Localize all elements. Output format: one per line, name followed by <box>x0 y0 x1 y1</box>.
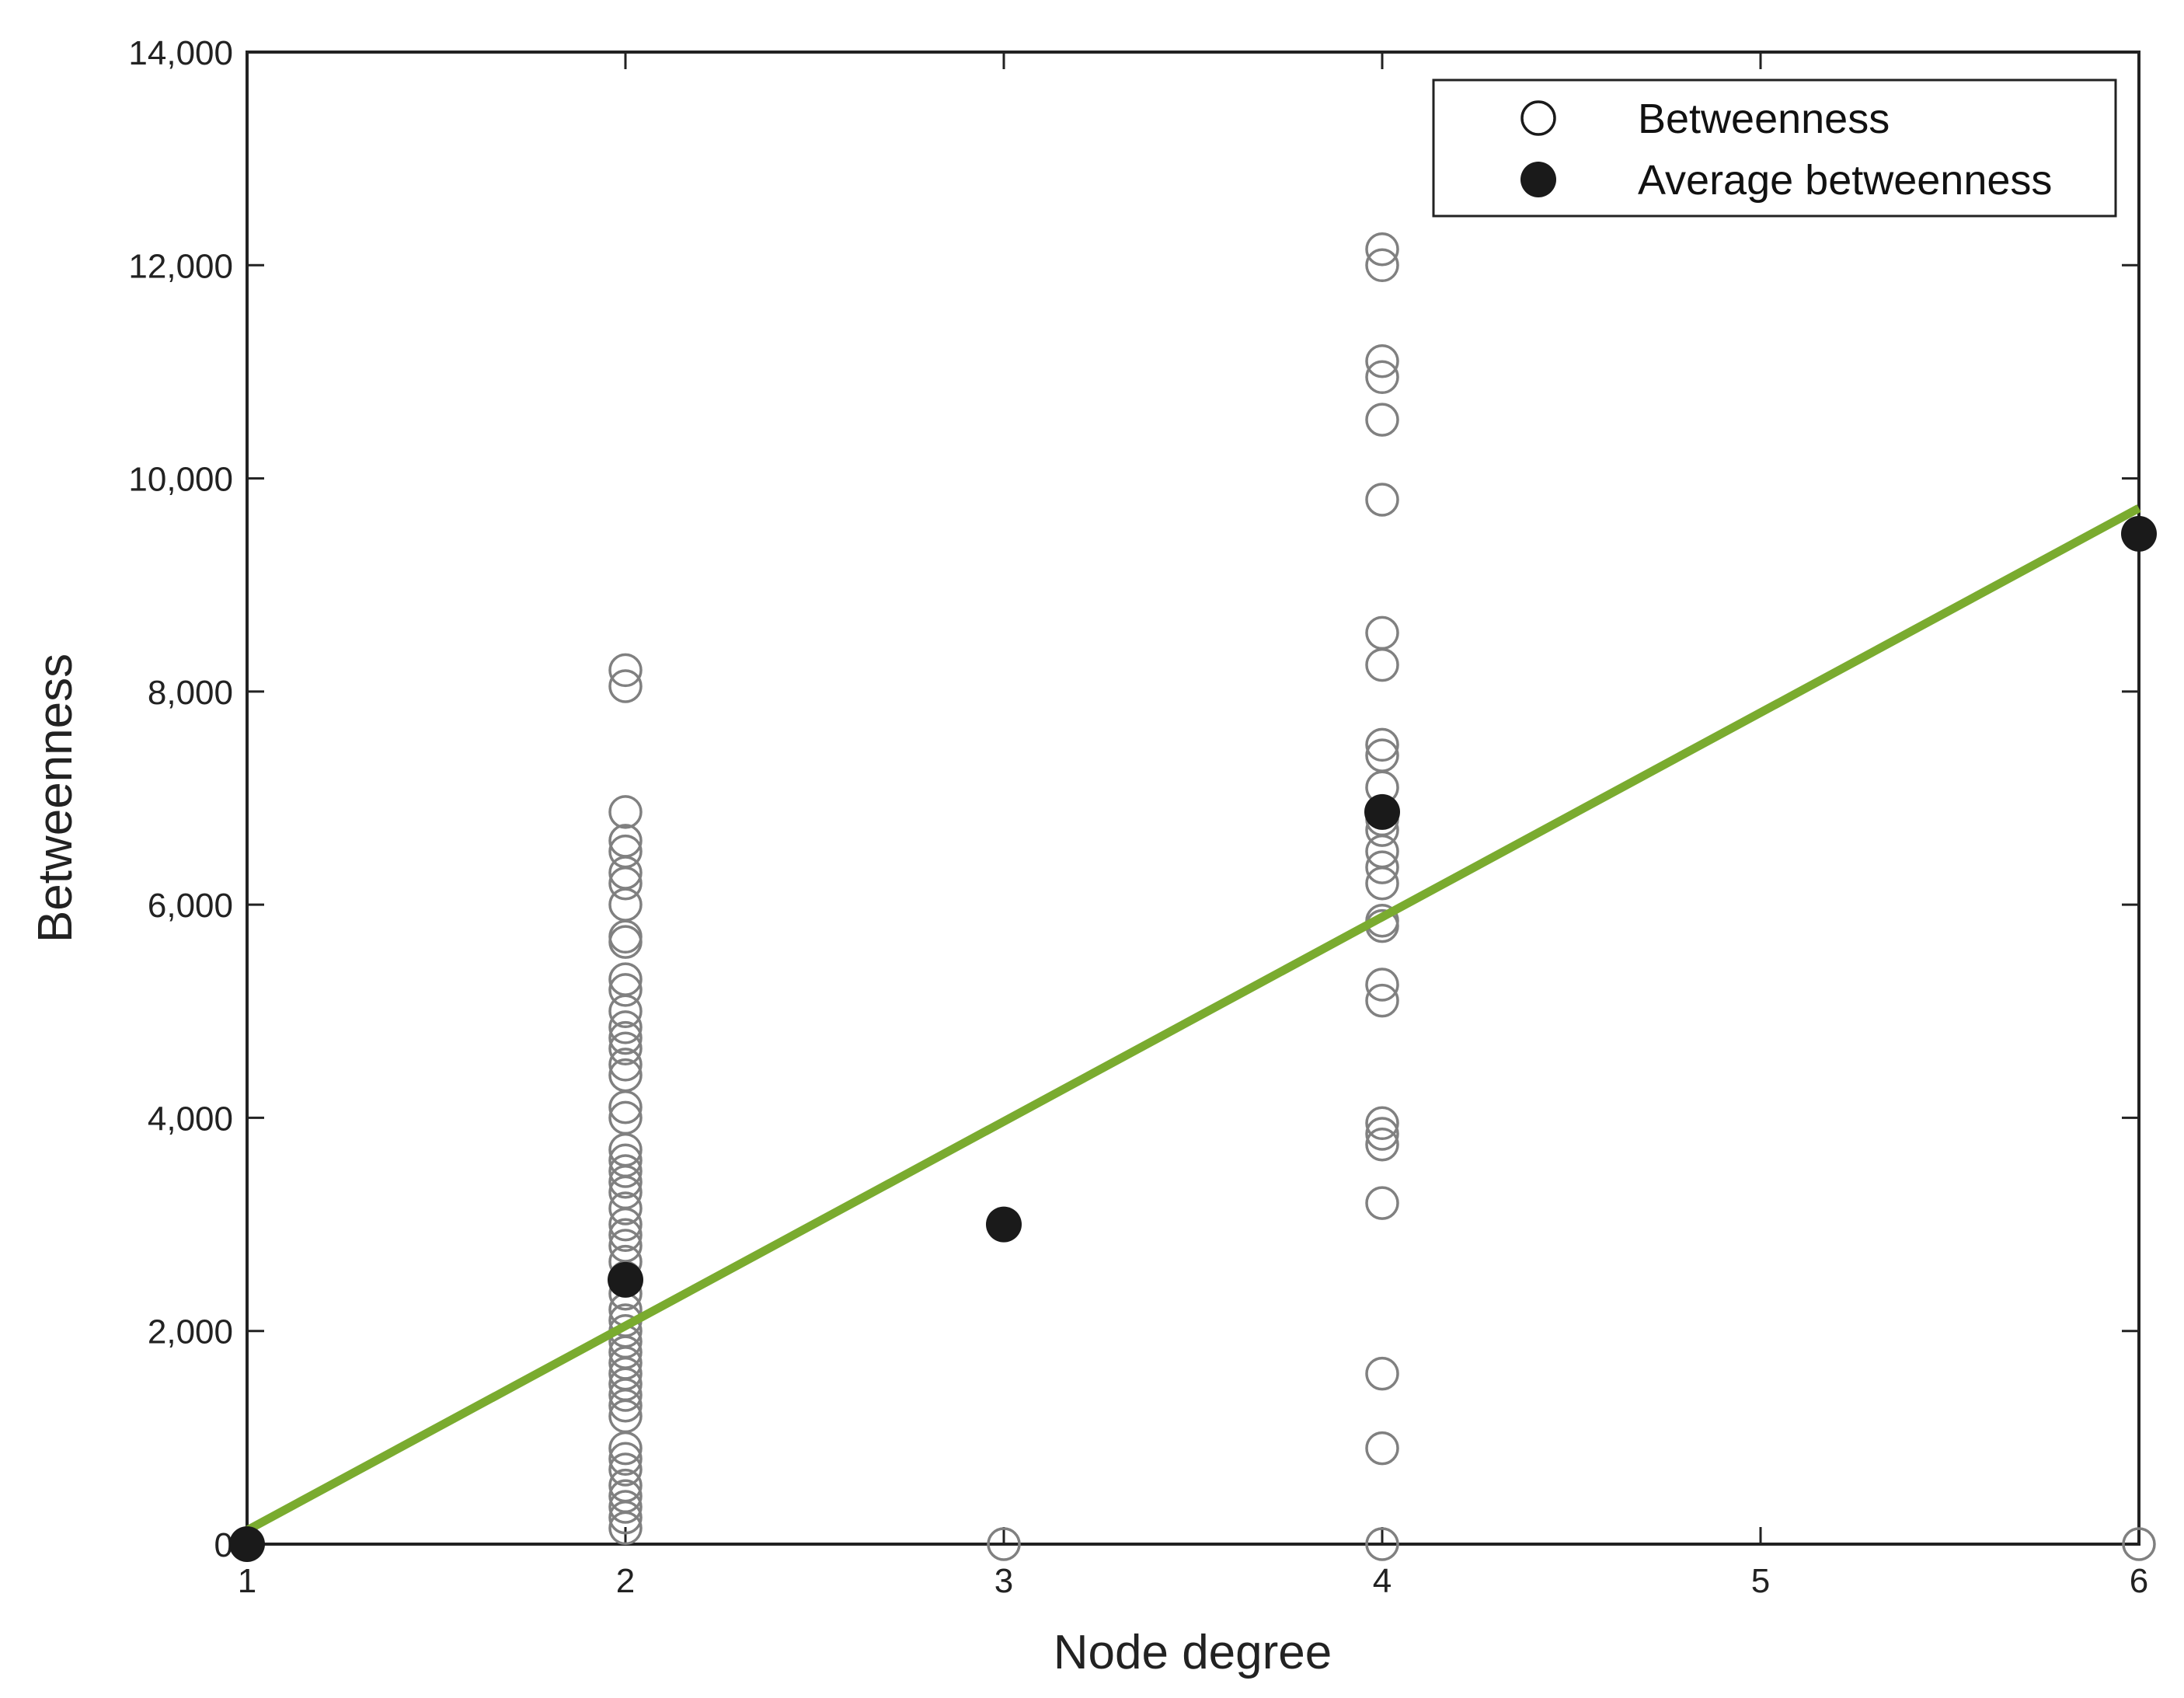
betweenness-point <box>1365 248 1399 283</box>
x-tick-label: 6 <box>2130 1562 2148 1600</box>
betweenness-point <box>608 866 643 901</box>
betweenness-point <box>1365 968 1399 1002</box>
average-betweenness-point <box>229 1526 265 1562</box>
betweenness-points <box>230 232 2156 1561</box>
betweenness-point <box>1365 483 1399 517</box>
betweenness-point <box>1365 1431 1399 1466</box>
average-betweenness-point <box>1364 793 1400 830</box>
betweenness-point <box>1365 1527 1399 1561</box>
x-tick-label: 5 <box>1751 1562 1770 1600</box>
betweenness-point <box>608 795 643 829</box>
betweenness-point <box>1365 1127 1399 1162</box>
x-tick-label: 2 <box>616 1562 635 1600</box>
betweenness-point <box>608 1490 643 1524</box>
betweenness-point <box>608 1431 643 1466</box>
betweenness-point <box>608 1154 643 1188</box>
betweenness-point <box>1365 1117 1399 1151</box>
betweenness-point <box>1365 850 1399 884</box>
y-tick-label: 14,000 <box>128 34 233 72</box>
betweenness-point <box>608 1031 643 1066</box>
y-tick-label: 8,000 <box>148 674 233 712</box>
betweenness-point <box>1365 1356 1399 1391</box>
legend-marker-average <box>1520 162 1556 197</box>
betweenness-point <box>608 1207 643 1242</box>
average-betweenness-points <box>229 515 2157 1562</box>
betweenness-point <box>2122 1527 2156 1561</box>
betweenness-point <box>1365 866 1399 901</box>
betweenness-point <box>608 1511 643 1546</box>
x-tick-label: 4 <box>1373 1562 1392 1600</box>
legend: Betweenness Average betweenness <box>1432 78 2117 218</box>
x-tick-label: 1 <box>238 1562 256 1600</box>
betweenness-point <box>1365 983 1399 1018</box>
x-axis-title: Node degree <box>1054 1626 1332 1679</box>
betweenness-point <box>608 1452 643 1487</box>
betweenness-point <box>1365 727 1399 762</box>
betweenness-point <box>1365 647 1399 682</box>
average-betweenness-point <box>608 1261 643 1298</box>
betweenness-point <box>608 653 643 688</box>
betweenness-point <box>1365 1106 1399 1141</box>
legend-label-betweenness: Betweenness <box>1638 96 1890 142</box>
legend-label-average: Average betweenness <box>1638 157 2052 204</box>
betweenness-point <box>608 973 643 1007</box>
betweenness-point <box>608 1191 643 1226</box>
betweenness-point <box>608 1020 643 1055</box>
y-tick-label: 6,000 <box>148 887 233 925</box>
betweenness-point <box>608 994 643 1029</box>
betweenness-point <box>1365 1186 1399 1220</box>
betweenness-point <box>1365 343 1399 378</box>
y-tick-label: 10,000 <box>128 461 233 499</box>
x-axis-ticks: 1 2 3 4 5 6 <box>238 52 2148 1600</box>
x-tick-label: 3 <box>994 1562 1013 1600</box>
plot-frame <box>246 51 2140 1546</box>
betweenness-point <box>608 1442 643 1477</box>
trend-line <box>245 504 2141 1535</box>
betweenness-point <box>608 1090 643 1124</box>
betweenness-point <box>608 925 643 959</box>
betweenness-point <box>608 1378 643 1412</box>
legend-marker-betweenness <box>1520 100 1556 136</box>
betweenness-point <box>987 1527 1021 1561</box>
trend-line-group <box>245 504 2141 1535</box>
betweenness-point <box>608 1164 643 1199</box>
y-tick-label: 2,000 <box>148 1313 233 1351</box>
plot-area <box>246 51 2140 1546</box>
average-betweenness-point <box>986 1206 1022 1243</box>
y-tick-label: 4,000 <box>148 1100 233 1138</box>
betweenness-point <box>608 1500 643 1535</box>
betweenness-point <box>608 1010 643 1044</box>
betweenness-point <box>608 669 643 703</box>
average-betweenness-point <box>2121 515 2157 552</box>
betweenness-point <box>608 1048 643 1082</box>
betweenness-point <box>1365 403 1399 437</box>
y-axis-title: Betweenness <box>29 654 82 943</box>
betweenness-point <box>608 1218 643 1253</box>
y-tick-label: 12,000 <box>128 247 233 285</box>
betweenness-point <box>1365 360 1399 395</box>
betweenness-point <box>1365 232 1399 267</box>
betweenness-point <box>608 1388 643 1423</box>
